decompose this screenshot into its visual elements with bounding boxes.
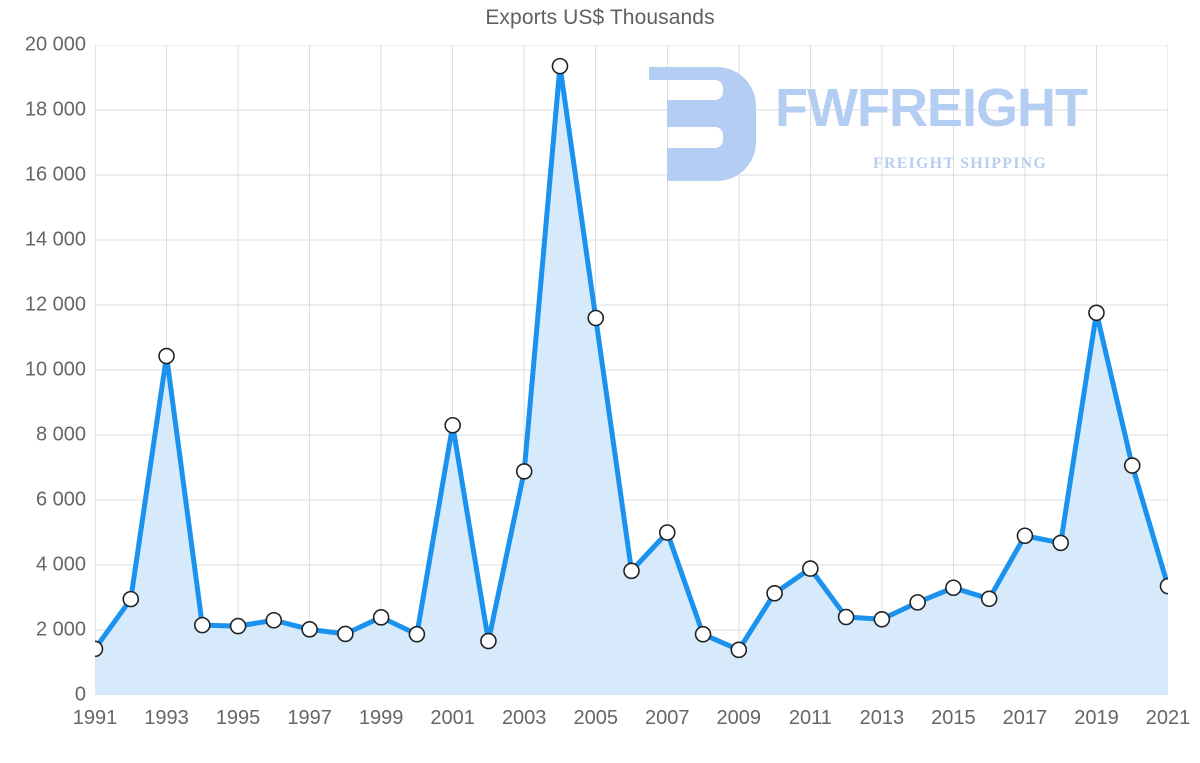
data-point-marker[interactable]	[1052, 534, 1070, 552]
y-axis-tick-label: 16 000	[24, 163, 86, 186]
y-axis-tick-label: 20 000	[24, 33, 86, 56]
data-point-marker[interactable]	[158, 347, 175, 365]
data-point-marker[interactable]	[337, 625, 354, 643]
data-point-marker[interactable]	[444, 416, 461, 434]
data-point-marker[interactable]	[1016, 527, 1034, 545]
data-point-marker[interactable]	[837, 608, 855, 626]
y-axis-tick-label: 2 000	[35, 618, 86, 641]
data-point-marker[interactable]	[945, 579, 962, 597]
y-axis-tick-label: 14 000	[24, 228, 86, 251]
y-axis-tick-labels: 0 2 000 4 000 6 000 8 000 10 000 12 000 14 000 1…	[0, 0, 86, 763]
x-axis-tick-label: 2009	[716, 707, 762, 729]
x-axis-tick-label: 1999	[358, 707, 404, 729]
data-point-marker[interactable]	[623, 562, 640, 580]
x-axis-tick-label: 2011	[788, 707, 832, 729]
data-point-marker[interactable]	[301, 621, 318, 638]
data-point-marker[interactable]	[229, 617, 247, 635]
data-point-marker[interactable]	[694, 625, 712, 643]
x-axis-tick-label: 1993	[144, 707, 189, 729]
x-axis-tick-label: 2007	[645, 707, 690, 729]
x-axis-tick-label: 2015	[931, 707, 976, 729]
data-line	[95, 63, 1168, 653]
y-axis-tick-label: 4 000	[35, 553, 86, 576]
chart-title: Exports US$ Thousands	[485, 6, 715, 29]
area-line-chart	[95, 45, 1168, 695]
x-axis-tick-label: 2001	[430, 707, 475, 729]
data-point-markers	[95, 57, 1169, 659]
x-axis-tick-label: 2017	[1002, 707, 1048, 729]
data-point-marker[interactable]	[551, 57, 569, 75]
y-axis-tick-label: 12 000	[24, 293, 86, 316]
area-fill	[95, 66, 1168, 695]
y-axis-tick-label: 10 000	[24, 358, 86, 381]
x-axis-tick-label: 2013	[859, 707, 905, 729]
data-point-marker[interactable]	[265, 611, 283, 629]
y-axis-tick-label: 18 000	[24, 98, 86, 121]
data-point-marker[interactable]	[873, 610, 891, 628]
data-point-marker[interactable]	[658, 524, 676, 541]
data-point-marker[interactable]	[480, 632, 497, 650]
data-point-marker[interactable]	[515, 463, 533, 480]
data-point-marker[interactable]	[1159, 577, 1169, 595]
x-axis-tick-label: 1995	[215, 707, 261, 729]
data-point-marker[interactable]	[802, 560, 819, 577]
y-axis-tick-label: 0	[74, 683, 86, 706]
data-point-marker[interactable]	[408, 625, 426, 643]
data-point-marker[interactable]	[372, 609, 390, 626]
data-point-marker[interactable]	[1123, 457, 1141, 474]
data-point-marker[interactable]	[730, 641, 748, 659]
data-point-marker[interactable]	[95, 640, 104, 658]
x-axis-tick-label: 2003	[501, 707, 547, 729]
y-axis-tick-label: 8 000	[35, 423, 86, 446]
x-axis-tick-label: 2005	[573, 707, 618, 729]
data-point-marker[interactable]	[587, 309, 605, 327]
plot-area	[95, 45, 1168, 695]
data-point-marker[interactable]	[909, 594, 926, 611]
y-axis-tick-label: 6 000	[35, 488, 86, 511]
data-point-marker[interactable]	[122, 590, 140, 608]
data-point-marker[interactable]	[194, 616, 211, 634]
data-point-marker[interactable]	[980, 590, 998, 608]
x-axis-tick-label: 1997	[287, 707, 332, 729]
x-axis-tick-label: 1991	[72, 707, 118, 729]
data-point-marker[interactable]	[1088, 304, 1105, 322]
data-point-marker[interactable]	[766, 584, 783, 602]
x-axis-tick-label: 2019	[1074, 707, 1119, 729]
x-axis-tick-label: 2021	[1145, 707, 1191, 729]
